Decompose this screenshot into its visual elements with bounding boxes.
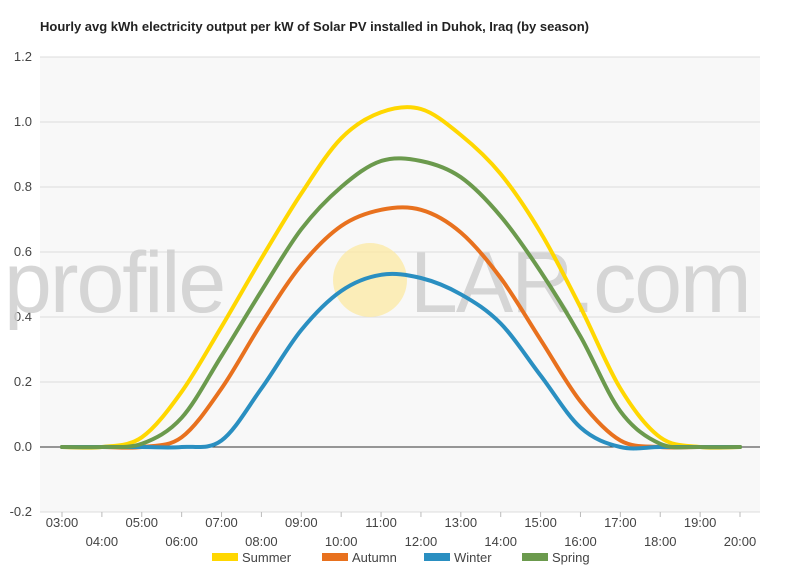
x-tick-label: 08:00 [245, 534, 278, 549]
x-tick-label: 10:00 [325, 534, 358, 549]
series-line-autumn [60, 205, 742, 450]
chart-title: Hourly avg kWh electricity output per kW… [40, 19, 589, 34]
legend-label: Spring [552, 550, 590, 565]
x-tick-label: 16:00 [564, 534, 597, 549]
legend-swatch [522, 553, 548, 561]
legend-label: Autumn [352, 550, 397, 565]
y-tick-label: 0.6 [14, 244, 32, 259]
series-line-winter [60, 271, 742, 451]
x-tick-label: 18:00 [644, 534, 677, 549]
legend-label: Summer [242, 550, 292, 565]
y-tick-label: 0.4 [14, 309, 32, 324]
legend-item-spring[interactable]: Spring [522, 550, 590, 565]
x-tick-label: 09:00 [285, 515, 318, 530]
x-tick-label: 12:00 [405, 534, 438, 549]
x-tick-label: 03:00 [46, 515, 79, 530]
legend-swatch [424, 553, 450, 561]
x-tick-label: 11:00 [365, 515, 397, 530]
x-tick-label: 15:00 [524, 515, 557, 530]
x-tick-label: 19:00 [684, 515, 717, 530]
x-tick-label: 13:00 [445, 515, 478, 530]
watermark-text-right: LAR.com [410, 235, 750, 331]
x-tick-label: 05:00 [125, 515, 158, 530]
x-tick-label: 20:00 [724, 534, 757, 549]
legend-swatch [322, 553, 348, 561]
legend-item-autumn[interactable]: Autumn [322, 550, 397, 565]
series-line-spring [60, 156, 742, 450]
legend-swatch [212, 553, 238, 561]
watermark: profile LAR.com [4, 235, 752, 331]
legend-item-winter[interactable]: Winter [424, 550, 492, 565]
y-tick-label: 0.0 [14, 439, 32, 454]
watermark-sun-icon [333, 243, 407, 317]
legend-label: Winter [454, 550, 492, 565]
y-tick-label: 0.8 [14, 179, 32, 194]
x-tick-label: 06:00 [165, 534, 198, 549]
x-tick-label: 04:00 [86, 534, 119, 549]
watermark-text-left: profile [4, 235, 224, 331]
series-line-summer [60, 105, 742, 450]
x-tick-label: 17:00 [604, 515, 637, 530]
legend-item-summer[interactable]: Summer [212, 550, 292, 565]
x-tick-label: 07:00 [205, 515, 238, 530]
y-tick-label: 1.0 [14, 114, 32, 129]
x-tick-label: 14:00 [484, 534, 517, 549]
y-tick-label: 0.2 [14, 374, 32, 389]
y-tick-label: -0.2 [10, 504, 32, 519]
y-tick-label: 1.2 [14, 49, 32, 64]
